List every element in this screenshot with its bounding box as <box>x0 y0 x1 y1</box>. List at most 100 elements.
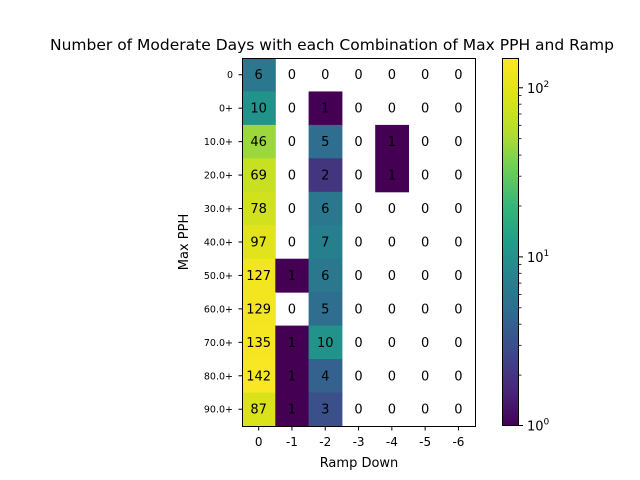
cell-value-label: 0 <box>421 169 429 184</box>
cell-value-label: 0 <box>388 202 396 217</box>
cell-value-label: 0 <box>421 68 429 83</box>
cell-value-label: 1 <box>388 135 396 150</box>
colorbar-frame <box>502 58 519 426</box>
x-tick-label: 0 <box>255 435 263 449</box>
cell-value-label: 0 <box>421 369 429 384</box>
cell-value-label: 0 <box>421 269 429 284</box>
heatmap-cell <box>308 359 343 393</box>
y-tick-label: 20.0+ <box>204 171 233 182</box>
heatmap-cell <box>242 158 276 193</box>
y-tick-label: 90.0+ <box>204 405 233 416</box>
cell-value-label: 3 <box>321 403 329 418</box>
cell-value-label: 0 <box>421 202 429 217</box>
y-axis: 0 0+ 10.0+ 20.0+ 30.0+ 40.0+ 50.0+ 60.0+ 70.0+ 80… <box>204 70 243 416</box>
x-tick-label: -5 <box>419 435 431 449</box>
cell-value-label: 2 <box>321 169 329 184</box>
heatmap-cell <box>242 225 276 260</box>
cell-value-label: 0 <box>454 302 462 317</box>
cell-value-label: 0 <box>454 68 462 83</box>
x-tick-label: -3 <box>353 435 365 449</box>
cell-value-label: 0 <box>388 336 396 351</box>
heatmap-cell <box>242 124 276 159</box>
heatmap-cell <box>242 191 276 226</box>
cell-value-label: 78 <box>250 202 267 217</box>
heatmap-cell <box>242 58 276 92</box>
cell-value-label: 0 <box>454 403 462 418</box>
colorbar-tick-label: 100 <box>527 418 550 435</box>
x-tick-label: -2 <box>319 435 331 449</box>
y-tick-label: 70.0+ <box>204 338 233 349</box>
cell-value-label: 0 <box>354 102 362 117</box>
cell-value-label: 0 <box>288 169 296 184</box>
cell-value-label: 0 <box>454 336 462 351</box>
heatmap-cell <box>242 258 276 293</box>
cell-value-label: 0 <box>454 102 462 117</box>
y-tick-label: 10.0+ <box>204 137 233 148</box>
cell-value-label: 0 <box>421 102 429 117</box>
cell-value-label: 97 <box>250 235 267 250</box>
heatmap-cell <box>308 191 343 226</box>
y-tick-label: 60.0+ <box>204 304 233 315</box>
cell-value-label: 0 <box>421 336 429 351</box>
cell-value-label: 0 <box>388 235 396 250</box>
heatmap-cell <box>242 359 276 393</box>
cell-value-label: 0 <box>421 302 429 317</box>
heatmap-cell <box>308 124 343 159</box>
heatmap-cell <box>275 359 310 393</box>
heatmap-cell <box>275 392 310 427</box>
cell-value-label: 0 <box>354 269 362 284</box>
heatmap-cell <box>308 392 343 427</box>
cell-value-label: 6 <box>321 202 329 217</box>
cell-value-label: 0 <box>454 269 462 284</box>
colorbar: 100 101 102 <box>502 58 550 435</box>
cell-value-label: 0 <box>388 269 396 284</box>
cell-value-label: 0 <box>354 169 362 184</box>
cell-value-label: 0 <box>454 369 462 384</box>
y-tick-label: 50.0+ <box>204 271 233 282</box>
cell-value-label: 0 <box>288 135 296 150</box>
chart-title: Number of Moderate Days with each Combin… <box>50 36 614 54</box>
colorbar-gradient <box>502 58 519 426</box>
cell-value-label: 0 <box>454 202 462 217</box>
colorbar-tick-label: 101 <box>527 249 549 266</box>
cell-value-label: 46 <box>250 135 267 150</box>
cell-value-label: 6 <box>321 269 329 284</box>
cell-value-label: 0 <box>388 403 396 418</box>
cell-value-label: 4 <box>321 369 329 384</box>
cell-value-label: 0 <box>288 202 296 217</box>
colorbar-tick-label: 102 <box>527 80 549 97</box>
y-tick-label: 40.0+ <box>204 237 233 248</box>
cell-value-label: 1 <box>288 336 296 351</box>
heatmap-cells <box>242 58 409 427</box>
cell-value-label: 5 <box>321 135 329 150</box>
x-axis: 0 -1 -2 -3 -4 -5 -6 <box>255 426 464 449</box>
y-tick-label: 30.0+ <box>204 204 233 215</box>
heatmap-cell <box>242 292 276 327</box>
heatmap-cell <box>375 158 409 193</box>
cell-value-label: 0 <box>388 102 396 117</box>
cell-value-label: 0 <box>388 68 396 83</box>
heatmap-cell <box>308 325 343 360</box>
cell-value-label: 0 <box>288 302 296 317</box>
x-tick-label: -4 <box>386 435 398 449</box>
cell-value-label: 0 <box>421 135 429 150</box>
cell-value-label: 0 <box>454 235 462 250</box>
cell-value-label: 0 <box>354 135 362 150</box>
cell-value-label: 1 <box>321 102 329 117</box>
cell-value-label: 0 <box>388 302 396 317</box>
heatmap-cell <box>275 258 310 293</box>
y-tick-label: 0 <box>227 70 233 81</box>
cell-value-label: 1 <box>288 403 296 418</box>
heatmap-cell <box>275 325 310 360</box>
cell-value-label: 87 <box>250 403 267 418</box>
heatmap-cell <box>308 292 343 327</box>
y-tick-label: 0+ <box>219 104 233 115</box>
y-tick-label: 80.0+ <box>204 371 233 382</box>
cell-value-label: 0 <box>288 68 296 83</box>
cell-value-label: 0 <box>354 202 362 217</box>
x-tick-label: -6 <box>452 435 464 449</box>
cell-value-label: 135 <box>246 336 271 351</box>
cell-value-label: 69 <box>250 169 267 184</box>
heatmap-cell <box>308 225 343 260</box>
cell-value-label: 7 <box>321 235 329 250</box>
